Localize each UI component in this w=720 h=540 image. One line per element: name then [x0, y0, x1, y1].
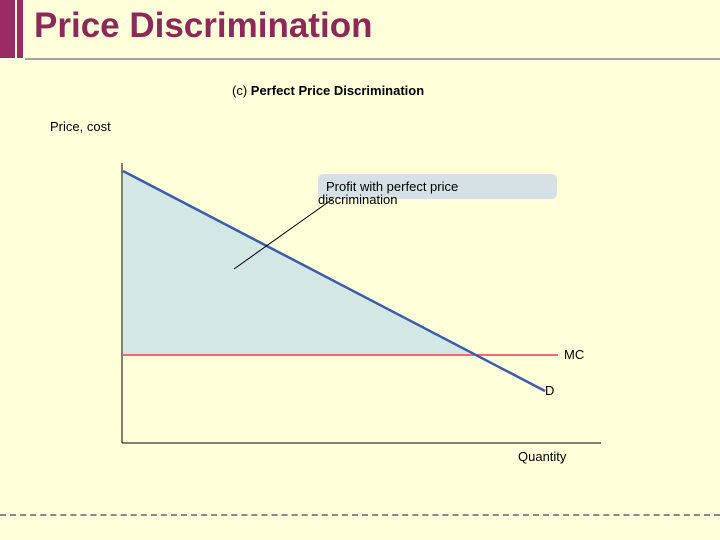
subtitle-bold: Perfect Price Discrimination [250, 83, 425, 98]
profit-callout-box [318, 174, 557, 199]
y-axis-label: Price, cost [50, 119, 111, 134]
title-divider [25, 58, 720, 60]
subtitle-prefix: (c) [232, 83, 251, 98]
accent-bar-left [0, 0, 15, 58]
demand-label: D [545, 383, 555, 398]
callout-leader-line [233, 197, 335, 270]
profit-callout-text: Profit with perfect price discrimination [318, 180, 498, 206]
callout-line-2: discrimination [318, 192, 398, 207]
accent-bar-right [17, 0, 23, 58]
demand-line [122, 169, 546, 393]
x-axis-label: Quantity [518, 449, 567, 464]
callout-line-1: Profit with perfect price [326, 179, 459, 194]
mc-label: MC [564, 347, 585, 362]
bottom-dashed-divider [0, 514, 720, 516]
diagram-subtitle: (c) Perfect Price Discrimination [232, 83, 424, 98]
slide-title: Price Discrimination [34, 6, 373, 45]
